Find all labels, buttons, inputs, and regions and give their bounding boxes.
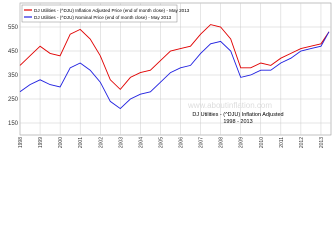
x-tick-label: 2000 (58, 137, 64, 148)
x-tick-label: 1999 (38, 137, 44, 148)
y-tick-label: 150 (8, 121, 19, 127)
x-tick-label: 2009 (239, 137, 245, 148)
x-tick-label: 2012 (299, 137, 305, 148)
x-tick-label: 1998 (18, 137, 24, 148)
legend-label: DJ Utilities - (^DJU) Nominal Price (end… (34, 15, 172, 20)
lines (19, 24, 330, 110)
series-line (19, 31, 330, 110)
x-tick-label: 2005 (158, 137, 164, 148)
x-tick-label: 2013 (319, 137, 325, 148)
watermark: www.aboutinflation.com (187, 101, 272, 110)
x-tick-label: 2002 (98, 137, 104, 148)
x-tick-label: 2007 (199, 137, 205, 148)
annotation: 1998 - 2013 (223, 119, 252, 125)
x-tick-label: 2001 (78, 137, 84, 148)
legend-box (21, 4, 178, 23)
x-tick-label: 2008 (219, 137, 225, 148)
y-tick-label: 550 (8, 25, 19, 31)
x-tick-label: 2010 (259, 137, 265, 148)
annotation: DJ Utilities - (^DJU) Inflation Adjusted (192, 112, 283, 118)
y-tick-label: 350 (8, 73, 19, 79)
series-line (19, 24, 330, 91)
x-tick-label: 2011 (279, 137, 285, 148)
y-tick-label: 250 (8, 97, 19, 103)
x-tick-label: 2006 (179, 137, 185, 148)
x-tick-label: 2004 (138, 137, 144, 148)
x-tick-label: 2003 (118, 137, 124, 148)
legend: DJ Utilities - (^DJU) Inflation Adjusted… (24, 8, 190, 20)
legend-label: DJ Utilities - (^DJU) Inflation Adjusted… (34, 8, 190, 13)
y-tick-label: 450 (8, 49, 19, 55)
chart: DJ Utilities - (^DJU) Inflation Adjusted… (8, 2, 332, 148)
grid (19, 3, 331, 135)
plot-area (19, 2, 332, 136)
